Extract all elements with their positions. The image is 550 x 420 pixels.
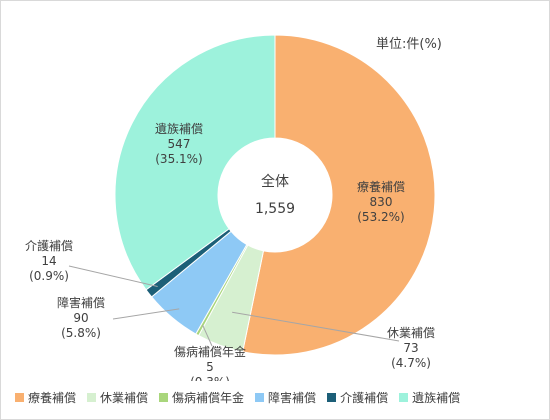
legend-item-3: 障害補償 <box>255 389 316 406</box>
slice-label-name-0: 療養補償 <box>357 179 405 194</box>
slice-label-name-4: 介護補償 <box>25 238 73 253</box>
total-value: 1,559 <box>255 201 295 217</box>
leader-line-1 <box>232 311 400 342</box>
leader-line-4 <box>68 265 158 287</box>
legend-label-3: 障害補償 <box>268 391 317 405</box>
slice-label-name-1: 休業補償 <box>387 326 435 340</box>
legend: 療養補償 休業補償 傷病補償年金 障害補償 介護補償 遺族補償 <box>15 389 460 406</box>
legend-swatch-4 <box>327 393 337 402</box>
legend-label-4: 介護補償 <box>340 391 389 405</box>
legend-swatch-2 <box>159 393 169 402</box>
slice-label-percent-2: (0.3%) <box>190 375 230 381</box>
slice-label-percent-4: (0.9%) <box>29 269 69 283</box>
unit-label: 単位:件(%) <box>376 37 442 52</box>
slice-label-percent-0: (53.2%) <box>357 210 404 224</box>
legend-label-0: 療養補償 <box>28 391 77 405</box>
leader-line-2 <box>202 324 213 347</box>
legend-item-2: 傷病補償年金 <box>159 389 244 406</box>
slice-label-percent-5: (35.1%) <box>155 152 202 166</box>
slice-label-name-5: 遺族補償 <box>155 121 203 136</box>
slice-label-value-5: 547 <box>168 137 191 151</box>
slice-label-value-3: 90 <box>73 311 88 325</box>
legend-swatch-5 <box>399 393 409 402</box>
slice-0 <box>242 34 436 356</box>
slice-label-percent-3: (5.8%) <box>61 326 101 340</box>
slice-label-name-2: 傷病補償年金 <box>174 344 246 359</box>
legend-item-0: 療養補償 <box>15 389 76 406</box>
legend-swatch-3 <box>255 393 265 402</box>
total-label: 全体 <box>261 173 289 190</box>
legend-item-5: 遺族補償 <box>399 389 460 406</box>
slice-label-value-2: 5 <box>206 360 214 374</box>
slice-5 <box>114 34 276 291</box>
leader-line-3 <box>112 308 180 320</box>
slice-label-value-0: 830 <box>370 195 393 209</box>
legend-label-1: 休業補償 <box>100 391 149 405</box>
legend-label-5: 遺族補償 <box>412 391 461 405</box>
slice-label-value-1: 73 <box>403 341 418 355</box>
legend-item-4: 介護補償 <box>327 389 388 406</box>
legend-swatch-0 <box>15 393 24 402</box>
legend-label-2: 傷病補償年金 <box>172 391 245 405</box>
slice-label-name-3: 障害補償 <box>57 295 105 310</box>
slice-label-percent-1: (4.7%) <box>391 356 431 370</box>
slice-label-value-4: 14 <box>41 254 56 268</box>
legend-swatch-1 <box>87 393 97 402</box>
legend-item-1: 休業補償 <box>87 389 148 406</box>
